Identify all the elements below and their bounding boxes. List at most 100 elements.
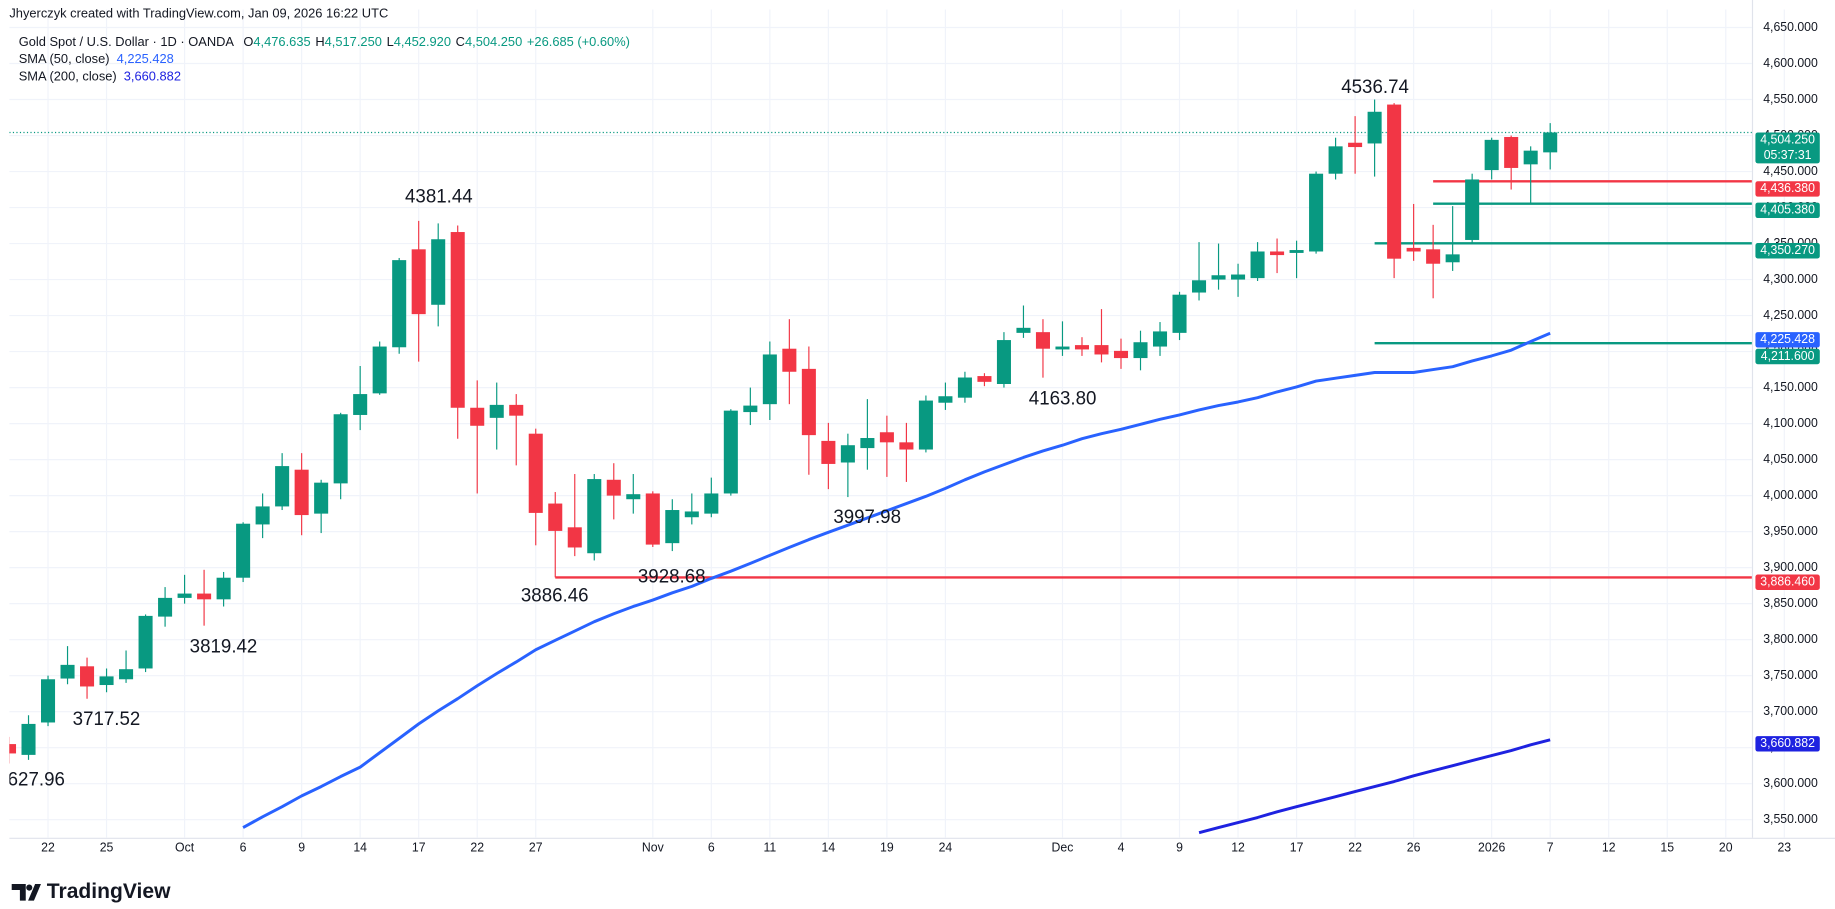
- candle-body: [860, 438, 875, 449]
- ohlc-value: 4,504.250: [465, 34, 522, 49]
- candle-body: [1035, 332, 1050, 349]
- candle-body: [918, 400, 933, 450]
- y-tick-label: 4,000.000: [1763, 488, 1818, 502]
- y-tick-label: 3,950.000: [1763, 524, 1818, 538]
- candle-body: [1504, 136, 1519, 168]
- candle-body: [255, 506, 270, 525]
- candle-body: [314, 482, 329, 514]
- brand: TradingView: [47, 880, 171, 903]
- candle-body: [236, 523, 251, 578]
- y-tick-label: 4,250.000: [1763, 308, 1818, 322]
- candle-body: [119, 669, 134, 680]
- candle-body: [1543, 132, 1558, 153]
- x-tick-label: 4: [1118, 841, 1125, 855]
- price-badge: [1755, 736, 1820, 752]
- candle-body: [60, 664, 75, 679]
- candle-body: [1309, 173, 1324, 252]
- ohlc-value: 4,452.920: [394, 34, 451, 49]
- price-badge: [1755, 132, 1820, 164]
- candle-body: [1094, 345, 1109, 355]
- candle-body: [1328, 146, 1343, 174]
- candle-body: [606, 479, 621, 496]
- candle-body: [489, 404, 504, 418]
- x-tick-label: 9: [1176, 841, 1183, 855]
- y-tick-label: 4,300.000: [1763, 272, 1818, 286]
- candle-body: [801, 368, 816, 436]
- annotation: 4381.44: [405, 185, 473, 206]
- candle-body: [294, 469, 309, 516]
- candle-body: [1406, 247, 1421, 252]
- candle-body: [743, 405, 758, 413]
- price-badge-label: 4,504.250: [1760, 132, 1815, 146]
- x-tick-label: 22: [470, 841, 484, 855]
- legend-value: 4,225.428: [117, 51, 174, 66]
- price-badge: [1755, 181, 1820, 197]
- annotation: 3886.46: [521, 584, 589, 605]
- x-tick-label: 12: [1231, 841, 1245, 855]
- grid: [9, 9, 1785, 838]
- candle-body: [782, 348, 797, 372]
- candle-body: [1367, 111, 1382, 144]
- price-badge-label: 4,405.380: [1760, 203, 1815, 217]
- annotation: 3928.68: [638, 565, 706, 586]
- candle-body: [9, 744, 17, 754]
- annotation: 3819.42: [190, 635, 258, 656]
- x-tick-label: 12: [1602, 841, 1616, 855]
- price-badge: [1755, 348, 1820, 365]
- candle-body: [665, 510, 680, 544]
- legend-value: 3,660.882: [124, 69, 181, 84]
- price-badge-label: 4,225.428: [1760, 332, 1815, 346]
- candle-body: [1133, 342, 1148, 359]
- x-tick-label: 14: [353, 841, 367, 855]
- candle-body: [1074, 345, 1090, 350]
- y-tick-label: 3,900.000: [1763, 560, 1818, 574]
- ohlc-key: C: [456, 34, 465, 49]
- y-tick-label: 3,600.000: [1763, 776, 1818, 790]
- ohlc-key: L: [387, 34, 394, 49]
- annotation: 3717.52: [73, 708, 141, 729]
- candle-body: [177, 593, 192, 598]
- x-tick-label: 17: [412, 841, 426, 855]
- candle-body: [1270, 251, 1285, 256]
- price-badge: [1755, 202, 1820, 219]
- candle-body: [587, 479, 602, 554]
- x-tick-label: 24: [939, 841, 953, 855]
- candle-body: [996, 340, 1011, 384]
- candle-body: [80, 666, 95, 687]
- candle-body: [684, 511, 699, 518]
- candle-body: [1348, 142, 1363, 148]
- price-badge-label: 4,211.600: [1761, 349, 1815, 363]
- candle-body: [840, 445, 855, 463]
- candle-body: [275, 466, 290, 507]
- candle-body: [138, 615, 153, 669]
- x-tick-label: Nov: [642, 841, 665, 855]
- price-badge-label: 4,436.380: [1760, 181, 1815, 195]
- candle-body: [548, 503, 563, 531]
- y-tick-label: 4,600.000: [1763, 56, 1818, 70]
- candle-body: [411, 249, 426, 315]
- candle-body: [762, 354, 777, 405]
- candle-body: [1211, 275, 1226, 280]
- logo-dot: [26, 884, 33, 891]
- x-tick-label: 22: [1348, 841, 1362, 855]
- candle-body: [1465, 179, 1480, 240]
- x-tick-label: 26: [1407, 841, 1421, 855]
- candle-body: [41, 679, 56, 723]
- ohlc-value: 4,476.635: [253, 34, 310, 49]
- x-tick-label: 2026: [1478, 841, 1505, 855]
- candle-body: [99, 676, 114, 686]
- ohlc-key: O: [243, 34, 253, 49]
- x-tick-label: 25: [100, 841, 114, 855]
- legend-name: SMA (200, close): [19, 69, 117, 84]
- y-tick-label: 4,550.000: [1763, 92, 1818, 106]
- sma-line: [242, 331, 1551, 829]
- candle-body: [450, 232, 465, 408]
- x-tick-label: 19: [880, 841, 894, 855]
- candle-body: [1231, 274, 1246, 280]
- y-tick-label: 4,450.000: [1763, 164, 1818, 178]
- header: Jhyerczyk created with TradingView.com, …: [9, 6, 630, 84]
- candle-body: [938, 396, 953, 403]
- price-badge-label: 3,660.882: [1760, 736, 1815, 750]
- annotation: 4536.74: [1341, 76, 1409, 97]
